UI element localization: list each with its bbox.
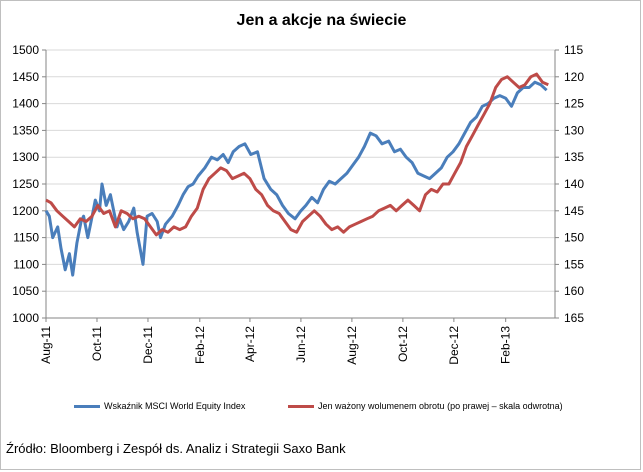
right-tick-label: 125	[564, 97, 584, 111]
x-axis-ticks: Aug-11 Oct-11 Dec-11 Feb-12 Apr-12 Jun-12 Aug-…	[39, 326, 513, 365]
right-tick-label: 150	[564, 231, 584, 245]
right-tick-label: 130	[564, 123, 584, 137]
x-tick-label: Aug-11	[39, 326, 53, 364]
left-tick-label: 1000	[12, 311, 39, 325]
left-tick-label: 1050	[12, 284, 39, 298]
right-axis-ticks: 115 120 125 130 135 140 145 150 155 160 165	[564, 43, 584, 325]
left-tick-label: 1400	[12, 97, 39, 111]
left-tick-label: 1200	[12, 204, 39, 218]
right-tick-label: 120	[564, 70, 584, 84]
x-tick-label: Apr-12	[243, 326, 257, 362]
legend-swatch-msci	[74, 404, 100, 408]
right-tick-label: 140	[564, 177, 584, 191]
left-tick-label: 1150	[13, 231, 39, 245]
series-layer	[44, 72, 549, 277]
left-tick-label: 1350	[12, 123, 39, 137]
legend-swatch-yen	[288, 404, 314, 408]
left-axis-ticks: 1000 1050 1100 1150 1200 1250 1300 1350 1400 1450…	[12, 43, 39, 325]
x-tick-label: Feb-13	[499, 326, 513, 364]
chart-title: Jen a akcje na świecie	[236, 12, 407, 29]
x-tick-label: Dec-11	[141, 326, 155, 364]
legend-item-msci: Wskaźnik MSCI World Equity Index	[74, 401, 245, 411]
legend-label-yen: Jen ważony wolumenem obrotu (po prawej –…	[318, 401, 563, 411]
gridlines	[46, 49, 555, 319]
left-tick-label: 1450	[12, 70, 39, 84]
x-tick-label: Dec-12	[447, 326, 461, 365]
x-tick-label: Oct-12	[396, 326, 410, 362]
x-tick-label: Jun-12	[294, 326, 308, 363]
legend: Wskaźnik MSCI World Equity Index Jen waż…	[0, 401, 643, 417]
x-tick-label: Feb-12	[193, 326, 207, 364]
left-tick-label: 1300	[12, 150, 39, 164]
x-tick-label: Oct-11	[90, 326, 104, 361]
legend-item-yen: Jen ważony wolumenem obrotu (po prawej –…	[288, 401, 563, 411]
right-tick-label: 115	[564, 43, 583, 57]
right-tick-label: 165	[564, 311, 584, 325]
right-tick-label: 135	[564, 150, 584, 164]
axes	[42, 49, 559, 322]
right-tick-label: 160	[564, 284, 584, 298]
source-note: Źródło: Bloomberg i Zespół ds. Analiz i …	[6, 441, 346, 456]
x-tick-label: Aug-12	[345, 326, 359, 365]
right-tick-label: 145	[564, 204, 584, 218]
left-tick-label: 1250	[12, 177, 39, 191]
left-tick-label: 1500	[12, 43, 39, 57]
msci-series-line	[44, 80, 548, 277]
left-tick-label: 1100	[13, 257, 39, 271]
legend-label-msci: Wskaźnik MSCI World Equity Index	[104, 401, 246, 411]
yen-series-line	[45, 72, 549, 237]
right-tick-label: 155	[564, 257, 584, 271]
